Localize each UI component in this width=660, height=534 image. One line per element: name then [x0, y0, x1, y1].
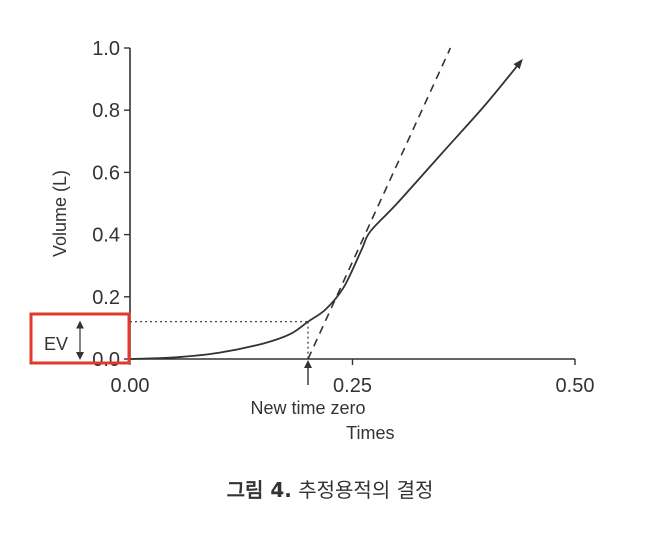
y-tick-label: 0.2 [92, 287, 120, 309]
x-tick-label: 0.50 [556, 375, 595, 397]
y-tick-label: 0.8 [92, 100, 120, 122]
y-ticks: 0.0 0.2 0.4 0.6 0.8 1.0 [92, 38, 130, 371]
y-tick-label: 0.6 [92, 162, 120, 184]
figure-number: 그림 4. [226, 478, 292, 502]
volume-curve [129, 58, 523, 360]
y-tick-label: 0.0 [92, 349, 120, 371]
ev-label: EV [44, 334, 68, 354]
figure-caption-text: 추정용적의 결정 [298, 478, 434, 502]
figure-caption: 그림 4. 추정용적의 결정 [0, 474, 660, 503]
y-tick-label: 1.0 [92, 38, 120, 60]
y-tick-label: 0.4 [92, 225, 120, 247]
new-time-zero-label: New time zero [250, 398, 365, 418]
ev-highlight-box [29, 312, 131, 365]
x-axis-title: Times [346, 423, 394, 443]
y-axis-title: Volume (L) [50, 170, 70, 257]
x-ticks: 0.00 0.25 0.50 [111, 359, 595, 397]
back-extrapolation-line [307, 47, 452, 360]
x-tick-label: 0.00 [111, 375, 150, 397]
x-tick-label: 0.25 [333, 375, 372, 397]
